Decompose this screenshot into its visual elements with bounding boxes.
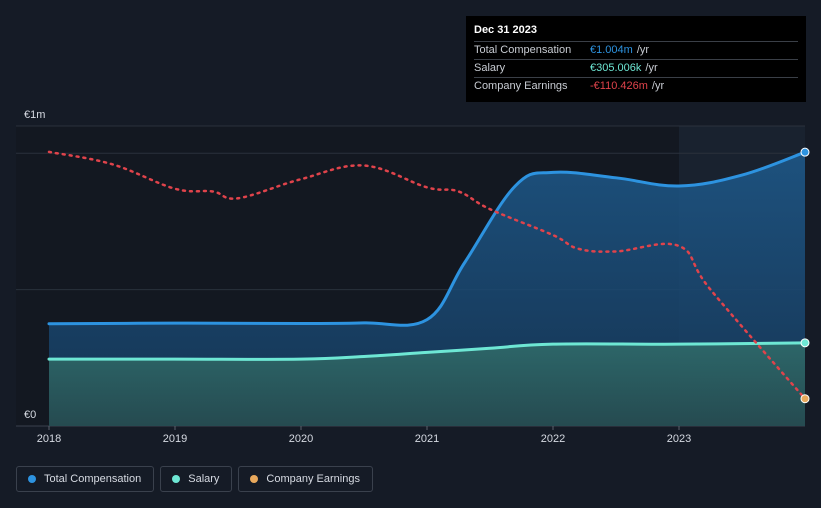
x-tick-label: 2022 — [541, 433, 565, 445]
tooltip-value: €305.006k — [590, 62, 642, 74]
tooltip-date: Dec 31 2023 — [474, 24, 537, 36]
tooltip-value: -€110.426m — [590, 80, 648, 92]
x-tick-label: 2020 — [289, 433, 313, 445]
y-tick-label-zero: €0 — [24, 409, 36, 421]
total-compensation-line — [47, 150, 807, 327]
y-tick-label-top: €1m — [24, 109, 45, 121]
tooltip-label: Company Earnings — [474, 80, 568, 92]
x-tick-label: 2019 — [163, 433, 187, 445]
company-earnings-end-marker — [800, 394, 810, 404]
company-earnings-line — [47, 150, 807, 400]
salary-line — [47, 341, 807, 361]
legend-dot-icon — [250, 475, 259, 483]
x-tick-label: 2018 — [37, 433, 61, 445]
x-tick-label: 2021 — [415, 433, 439, 445]
salary-area — [49, 342, 805, 426]
tooltip-row-total-compensation: Total Compensation €1.004m /yr — [474, 41, 798, 59]
tooltip-value: €1.004m — [590, 44, 633, 56]
legend-label: Salary — [188, 473, 220, 485]
tooltip-unit: /yr — [636, 44, 650, 56]
legend-item-company-earnings[interactable]: Company Earnings — [238, 466, 373, 492]
tooltip-row-company-earnings: Company Earnings -€110.426m /yr — [474, 77, 798, 95]
tooltip-label: Total Compensation — [474, 44, 572, 56]
legend-item-total-compensation[interactable]: Total Compensation — [16, 466, 155, 492]
tooltip-unit: /yr — [645, 62, 658, 74]
y-axis-ticks: €1m €0 — [24, 109, 45, 421]
salary-end-marker — [800, 338, 810, 348]
tooltip-unit: /yr — [651, 80, 665, 92]
series-lines — [47, 150, 807, 400]
series-end-markers — [800, 147, 810, 404]
legend-dot-icon — [28, 475, 36, 483]
x-axis-ticks: 2018 2019 2020 2021 2022 2023 — [37, 426, 691, 445]
x-tick-label: 2023 — [667, 433, 691, 445]
tooltip: Dec 31 2023 Total Compensation €1.004m /… — [466, 16, 806, 102]
legend-label: Company Earnings — [266, 473, 360, 485]
legend-dot-icon — [172, 475, 181, 483]
tooltip-label: Salary — [474, 62, 506, 74]
legend-item-salary[interactable]: Salary — [160, 466, 233, 492]
series-areas — [49, 152, 805, 426]
legend-label: Total Compensation — [44, 473, 142, 485]
total-compensation-end-marker — [800, 147, 810, 157]
legend: Total Compensation Salary Company Earnin… — [16, 466, 373, 492]
tooltip-row-salary: Salary €305.006k /yr — [474, 59, 798, 77]
